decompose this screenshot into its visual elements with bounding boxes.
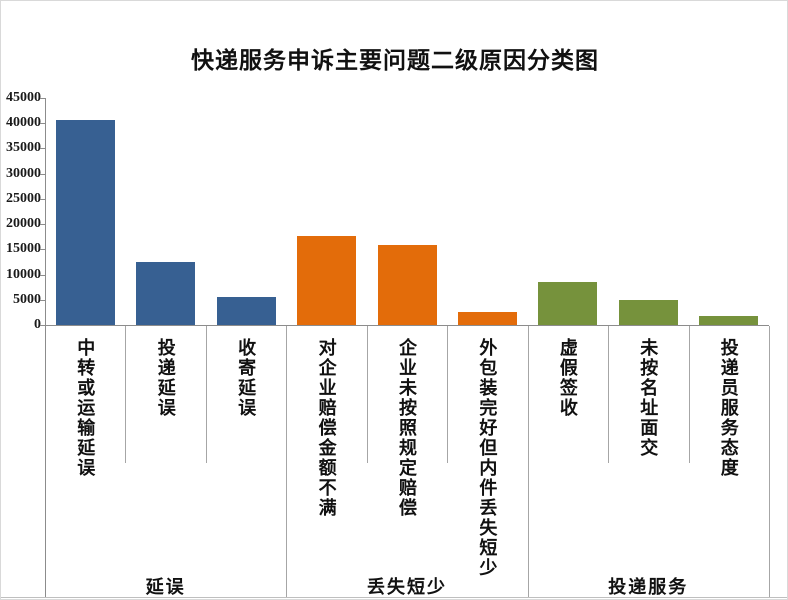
y-axis-tick xyxy=(40,224,45,226)
group-label: 丢失短少 xyxy=(367,577,447,597)
chart-title: 快递服务申诉主要问题二级原因分类图 xyxy=(191,48,599,73)
category-label: 未按名址面交 xyxy=(638,338,659,458)
bar xyxy=(699,316,759,325)
y-axis-tick xyxy=(40,173,45,175)
category-separator xyxy=(608,326,610,463)
y-axis-label: 30000 xyxy=(6,165,41,181)
y-axis-tick xyxy=(40,98,45,99)
axis-right-boundary xyxy=(769,326,770,597)
y-axis-tick xyxy=(40,123,45,125)
bar xyxy=(297,236,357,325)
y-axis-label: 0 xyxy=(34,317,41,332)
bar xyxy=(377,244,437,325)
category-label: 外包装完好但内件丢失短少 xyxy=(477,338,498,578)
category-label: 投递员服务态度 xyxy=(718,338,739,478)
y-axis-tick xyxy=(40,299,45,301)
category-separator xyxy=(366,326,368,463)
y-axis-label: 5000 xyxy=(13,291,41,307)
category-separator xyxy=(125,326,127,463)
y-axis-label: 45000 xyxy=(6,90,41,105)
bar xyxy=(538,281,598,325)
bar xyxy=(136,262,196,325)
bar xyxy=(618,300,678,325)
y-axis-label: 40000 xyxy=(6,115,41,131)
category-label: 企业未按照规定赔偿 xyxy=(397,338,417,518)
y-axis-label: 20000 xyxy=(6,216,41,232)
x-axis-line xyxy=(45,325,769,326)
bar xyxy=(457,311,517,325)
bar xyxy=(55,119,115,325)
y-axis-label: 25000 xyxy=(6,190,41,206)
category-separator xyxy=(205,326,207,463)
category-label: 虚假签收 xyxy=(557,338,578,418)
group-separator xyxy=(286,326,288,597)
group-separator xyxy=(527,326,529,597)
group-label: 投递服务 xyxy=(608,577,689,597)
y-axis-tick xyxy=(40,198,45,200)
y-axis-tick xyxy=(40,274,45,276)
category-label: 对企业赔偿金额不满 xyxy=(316,338,337,518)
y-axis-tick xyxy=(40,325,45,326)
bar xyxy=(216,297,276,325)
category-label: 投递延误 xyxy=(155,338,176,418)
category-separator xyxy=(688,326,690,463)
y-axis-label: 10000 xyxy=(6,266,41,282)
y-axis-tick xyxy=(40,249,45,251)
y-axis-label: 35000 xyxy=(6,140,41,156)
category-label: 收寄延误 xyxy=(236,338,257,418)
category-separator xyxy=(447,326,449,463)
y-axis-tick xyxy=(40,148,45,150)
y-axis-label: 15000 xyxy=(6,241,41,257)
chart-bottom-line xyxy=(1,597,787,598)
y-axis-line xyxy=(45,98,46,597)
group-label: 延误 xyxy=(145,577,186,597)
category-label: 中转或运输延误 xyxy=(75,338,96,478)
